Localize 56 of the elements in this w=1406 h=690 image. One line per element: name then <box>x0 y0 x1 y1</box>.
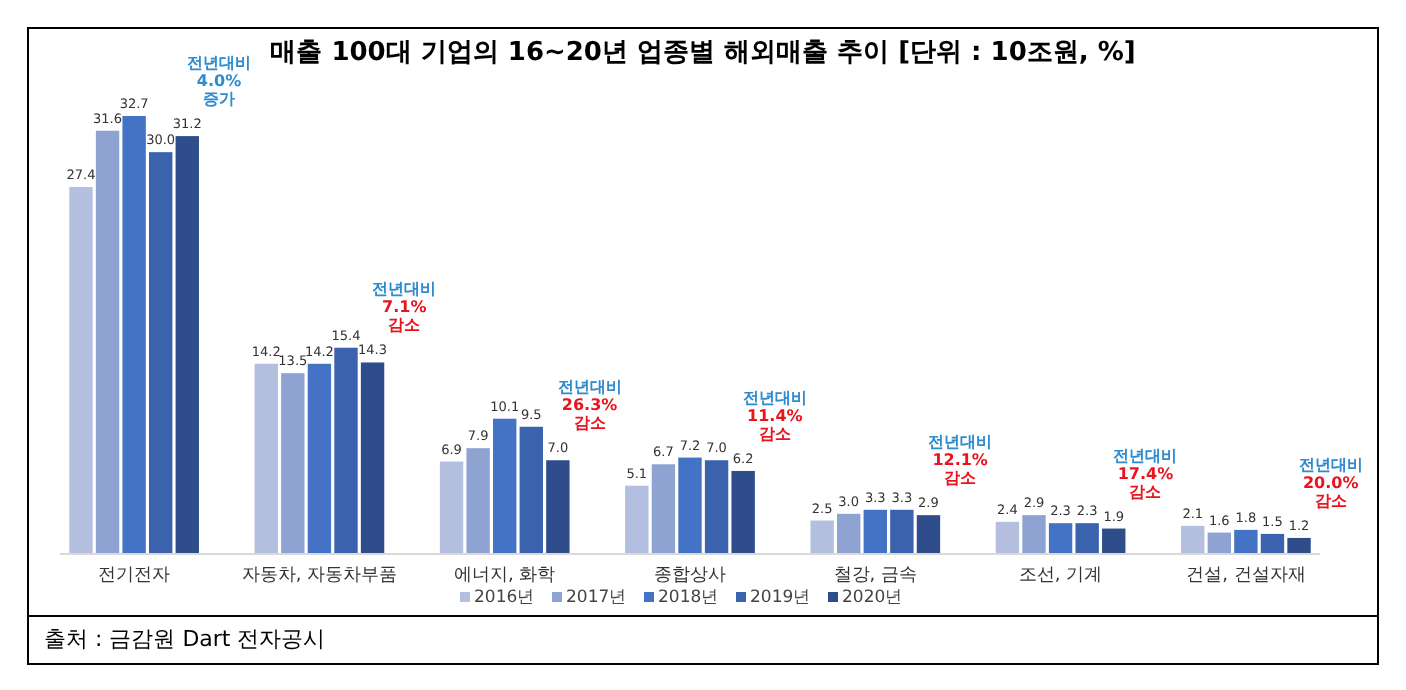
bar <box>149 152 173 554</box>
bar <box>995 521 1020 554</box>
bar <box>439 461 464 554</box>
bar <box>1234 529 1258 554</box>
bar <box>810 520 834 554</box>
bar <box>1022 515 1046 554</box>
x-tick-label: 자동차, 자동차부품 <box>241 566 398 586</box>
annotation: 전년대비 26.3% 감소 <box>557 378 622 433</box>
x-tick-label: 에너지, 화학 <box>453 566 556 586</box>
bar <box>360 362 385 554</box>
bar <box>122 116 146 554</box>
bar <box>334 347 358 554</box>
bar <box>837 513 861 554</box>
bar <box>1075 523 1099 554</box>
x-tick-label: 철강, 금속 <box>833 566 918 586</box>
bar <box>254 363 278 554</box>
legend-label: 2016년 <box>474 588 536 608</box>
x-tick-label: 전기전자 <box>98 566 171 586</box>
x-tick-label: 건설, 건설자재 <box>1186 566 1306 586</box>
bar <box>519 426 543 554</box>
annotation: 전년대비 12.1% 감소 <box>928 433 993 488</box>
source-note: 출처 : 금감원 Dart 전자공시 <box>44 626 326 652</box>
bar <box>916 515 941 554</box>
bar <box>95 130 120 554</box>
annotation: 전년대비 7.1% 감소 <box>372 280 437 335</box>
annotation: 전년대비 17.4% 감소 <box>1113 446 1178 501</box>
bar <box>890 509 914 554</box>
x-tick-label: 종합상사 <box>654 566 726 586</box>
bar <box>466 448 490 554</box>
annotation: 전년대비 20.0% 감소 <box>1298 455 1363 510</box>
legend-label: 2018년 <box>658 588 720 608</box>
bar <box>651 464 676 554</box>
bar <box>1287 537 1311 554</box>
bar <box>546 460 570 554</box>
bar <box>493 418 517 554</box>
bar <box>69 186 93 554</box>
bar <box>281 373 305 554</box>
annotation: 전년대비 11.4% 감소 <box>742 388 807 443</box>
bar <box>704 460 729 554</box>
bar <box>307 363 332 554</box>
legend-label: 2019년 <box>750 588 812 608</box>
legend-label: 2020년 <box>842 588 904 608</box>
bar <box>1207 532 1231 554</box>
bar <box>731 470 755 554</box>
bar <box>625 485 649 554</box>
bar <box>1048 523 1073 554</box>
bar <box>1260 533 1285 554</box>
legend-label: 2017년 <box>566 588 628 608</box>
x-tick-label: 조선, 기계 <box>1018 566 1103 586</box>
bar <box>678 457 702 554</box>
bar <box>1102 528 1126 554</box>
chart-title: 매출 100대 기업의 16~20년 업종별 해외매출 추이 [단위 : 10조원, %] <box>270 38 1136 68</box>
bar <box>1181 525 1205 554</box>
text: 전년대비 4.0% 증가 <box>186 54 251 109</box>
bar <box>863 509 887 554</box>
bar <box>175 136 199 554</box>
